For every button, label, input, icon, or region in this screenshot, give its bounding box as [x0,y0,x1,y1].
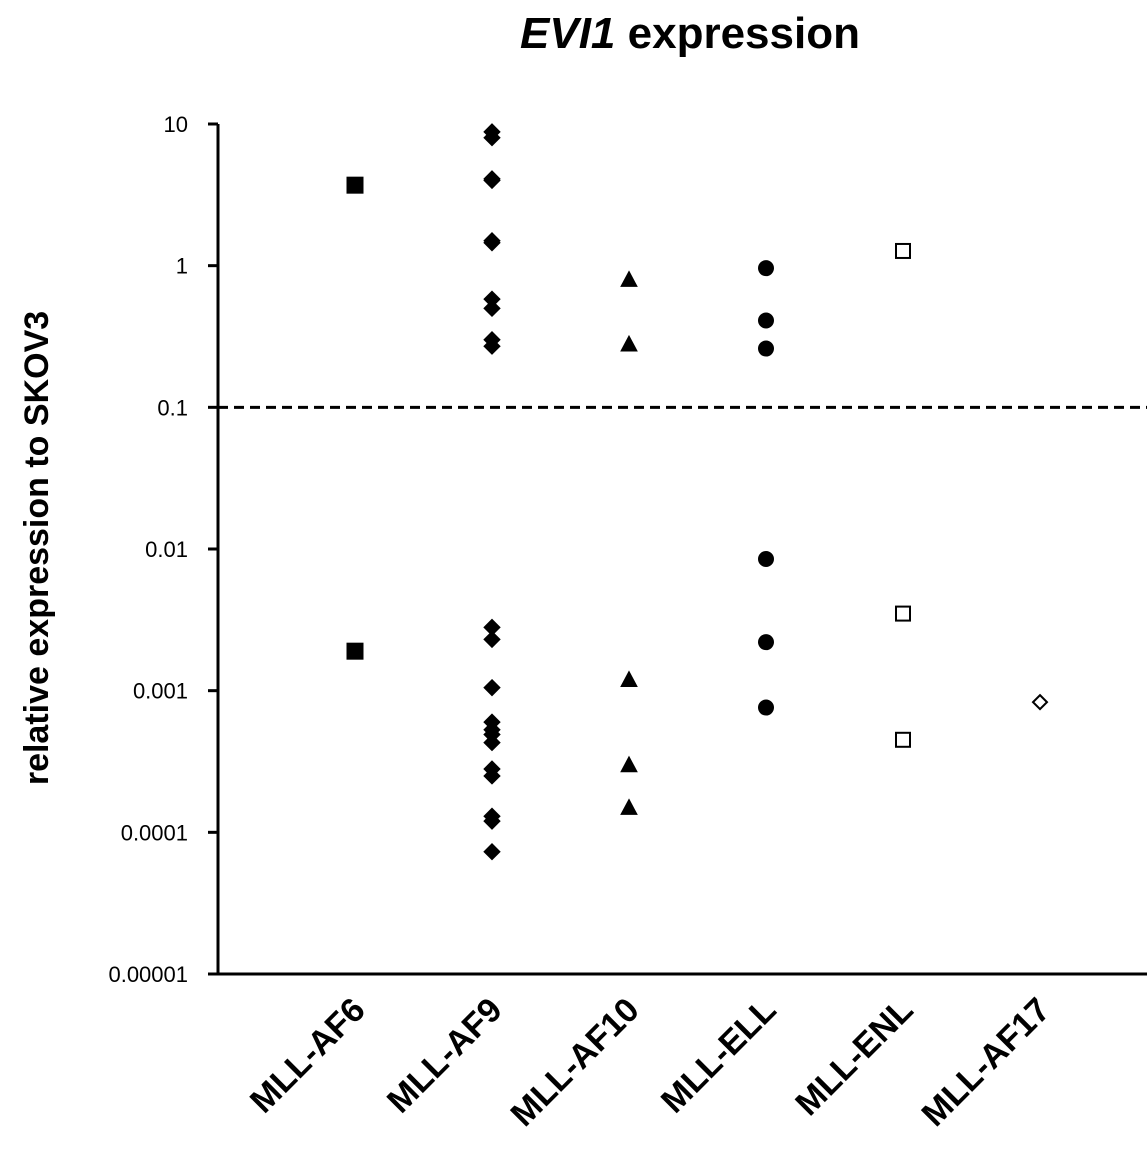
data-point [483,842,501,861]
data-point [483,171,501,190]
data-point [346,642,364,660]
data-point [483,767,501,785]
data-point [1031,693,1049,711]
x-tick-label: MLL-AF9 [380,991,510,1121]
data-point [483,337,501,355]
y-tick-label: 10 [164,112,188,137]
y-tick-label: 1 [176,254,188,279]
y-tick-label: 0.00001 [108,962,188,987]
y-ticks: 10 1 0.1 0.01 0.001 0.0001 0.00001 [108,112,218,987]
data-point [758,550,774,567]
x-tick-label: MLL-ENL [788,991,920,1123]
data-point [620,755,638,773]
y-tick-label: 0.01 [145,537,188,562]
data-point [483,234,501,252]
y-tick-label: 0.1 [157,395,188,420]
data-point [483,733,501,752]
x-tick-label: MLL-AF6 [243,991,373,1121]
chart-title: EVI1 expression [520,9,860,58]
x-tick-label: MLL-AF10 [504,991,647,1134]
data-point [620,798,638,815]
data-point [895,731,911,748]
data-point [483,129,501,147]
data-point [758,260,774,277]
y-tick-label: 0.0001 [121,820,188,845]
data-point [620,334,638,352]
y-tick-label: 0.001 [133,679,188,704]
axes [216,124,1147,976]
data-point [620,670,638,687]
data-point [758,699,774,716]
chart-title-rest: expression [615,9,860,58]
data-point [483,630,501,649]
chart-title-italic: EVI1 [520,9,615,58]
data-point [758,634,774,651]
data-point [758,312,774,329]
data-points [346,123,1049,861]
data-point [895,605,911,622]
data-point [620,270,638,287]
data-point [483,812,501,830]
data-point [483,299,501,318]
data-point [895,242,911,259]
data-point [758,340,774,357]
data-point [483,678,501,697]
x-tick-label: MLL-AF17 [915,991,1058,1134]
x-tick-label: MLL-ELL [654,991,784,1121]
data-point [346,176,364,194]
y-axis-label: relative expression to SKOV3 [18,311,56,785]
